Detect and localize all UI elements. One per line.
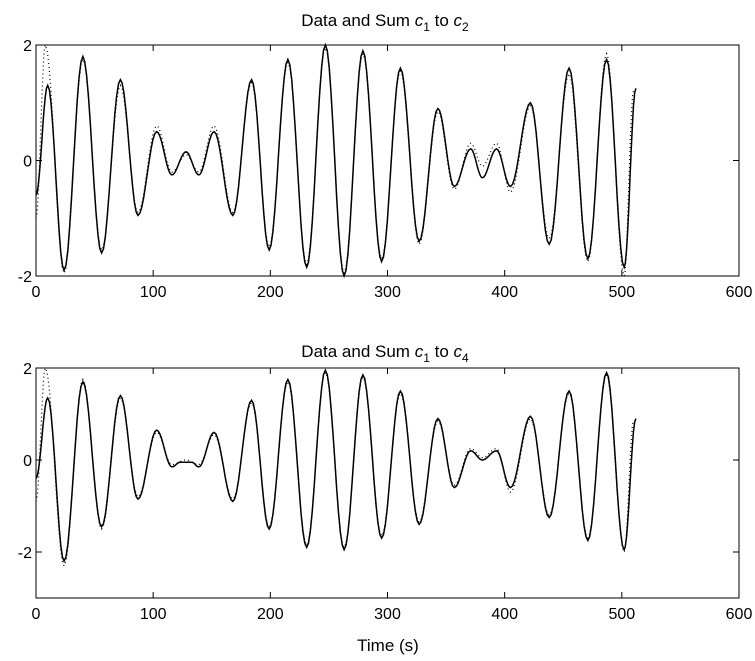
y-tick-label: 0 [23, 154, 32, 171]
x-tick-label: 0 [32, 606, 41, 623]
x-tick-label: 500 [608, 284, 635, 301]
axis-ticks: 0 100 200 300 400 500 600-202 [18, 38, 753, 301]
y-tick-label: 2 [23, 38, 32, 55]
x-tick-label: 300 [374, 284, 401, 301]
x-tick-label: 400 [491, 284, 518, 301]
series-layer [35, 42, 637, 279]
subplot-title: Data and Sum c1 to c4 [301, 342, 469, 365]
x-axis-label: Time (s) [357, 636, 419, 655]
plot-frame [35, 44, 740, 277]
x-tick-label: 400 [491, 606, 518, 623]
data-series-line [35, 366, 635, 568]
axis-ticks: 0 100 200 300 400 500 600 -2 0 2 [18, 361, 753, 623]
x-tick-label: 500 [608, 606, 635, 623]
x-tick-label: 0 [32, 284, 41, 301]
x-tick-label: 100 [140, 606, 167, 623]
subplot-c1-to-c2: Data and Sum c1 to c2 0 100 200 300 400 500 60… [18, 11, 753, 301]
x-tick-label: 200 [257, 284, 284, 301]
subplot-c1-to-c4: Data and Sum c1 to c4 0 100 200 300 400 500 60… [18, 342, 753, 623]
x-tick-label: 300 [374, 606, 401, 623]
sum-series-line [35, 368, 637, 564]
sum-series-line [35, 42, 637, 279]
x-tick-label: 600 [726, 606, 753, 623]
plot-frame [35, 367, 740, 599]
subplot-title: Data and Sum c1 to c2 [301, 11, 469, 34]
y-tick-label: -2 [18, 269, 32, 286]
y-tick-label: 2 [23, 361, 32, 378]
series-layer [35, 366, 637, 568]
x-tick-label: 200 [257, 606, 284, 623]
x-tick-label: 100 [140, 284, 167, 301]
y-tick-label: -2 [18, 545, 32, 562]
x-tick-label: 600 [726, 284, 753, 301]
y-tick-label: 0 [23, 453, 32, 470]
